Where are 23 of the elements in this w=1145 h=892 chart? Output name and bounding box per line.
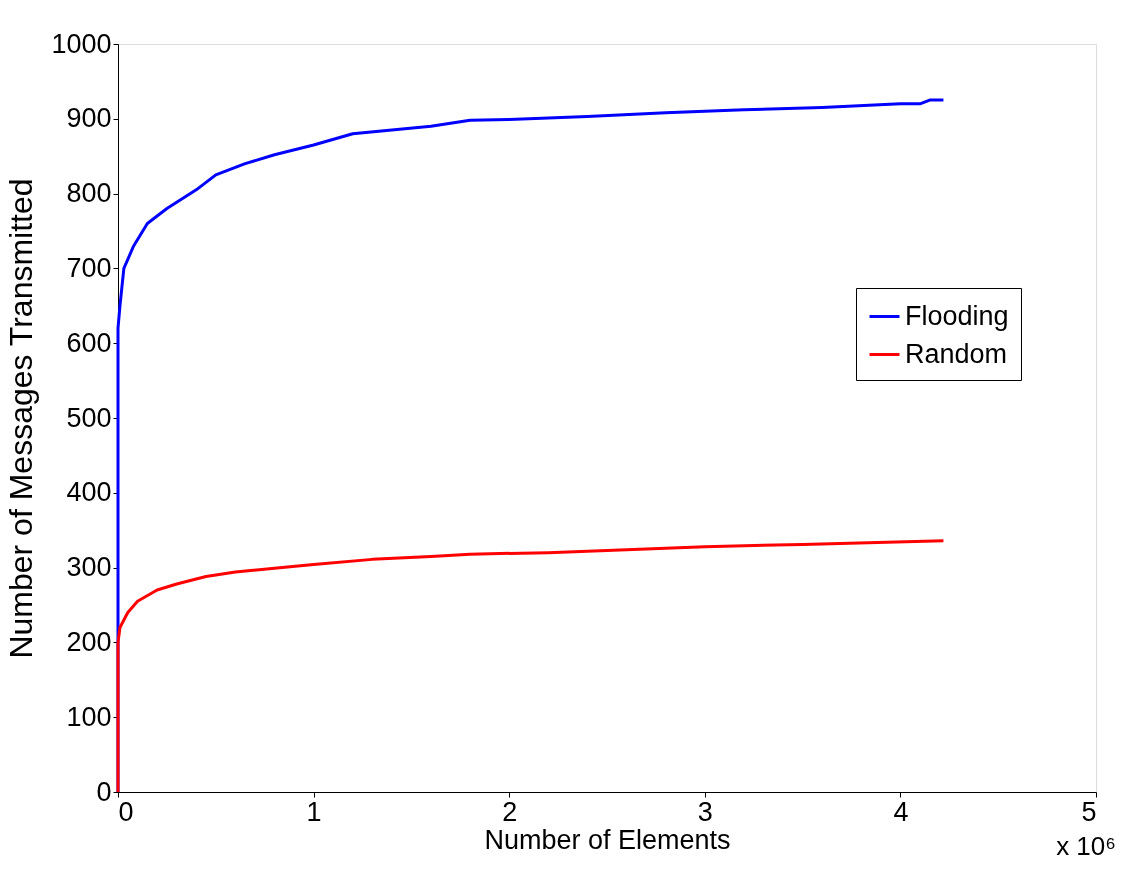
x-tick-label: 4	[893, 796, 909, 827]
y-axis-title: Number of Messages Transmitted	[3, 178, 40, 659]
y-tick-label: 1000	[51, 28, 112, 59]
y-tick-label: 100	[66, 701, 112, 732]
y-tick-label: 900	[66, 103, 112, 134]
y-tick-label: 800	[66, 178, 112, 209]
x-tick-label: 5	[1081, 796, 1097, 827]
y-tick-label: 300	[66, 552, 112, 583]
text: x 10⁶	[1056, 831, 1116, 861]
y-tick-label: 600	[66, 327, 112, 358]
y-tick-label: 400	[66, 477, 112, 508]
y-tick-label: 0	[96, 776, 112, 807]
x-tick-label: 0	[118, 796, 134, 827]
y-tick-label: 200	[66, 626, 112, 657]
x-axis-title: Number of Elements	[484, 824, 731, 855]
legend-label: Flooding	[905, 300, 1009, 331]
y-tick-label: 700	[66, 252, 112, 283]
legend-label: Random	[905, 338, 1008, 369]
x-tick-label: 1	[306, 796, 322, 827]
line-series	[116, 539, 945, 794]
x-tick-label: 3	[697, 796, 713, 827]
y-tick-label: 500	[66, 402, 112, 433]
x-tick-label: 2	[502, 796, 518, 827]
